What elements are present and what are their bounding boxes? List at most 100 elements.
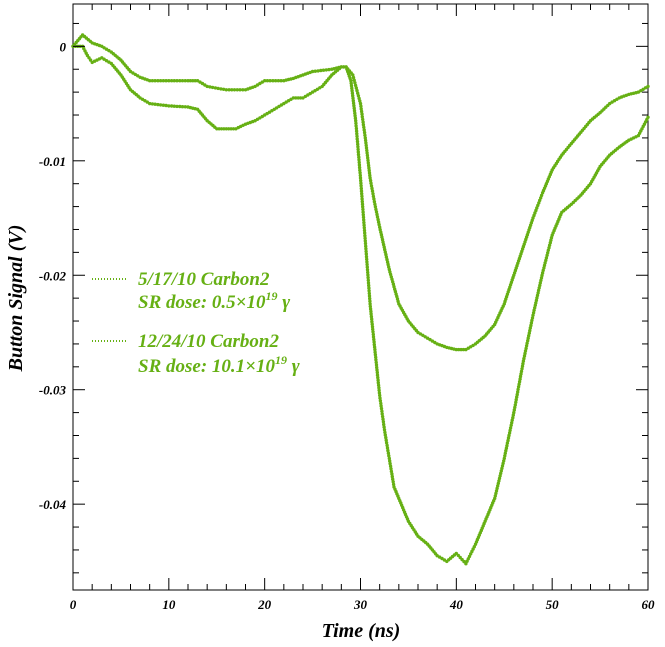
series-2-point xyxy=(357,165,362,170)
series-1-point xyxy=(241,88,245,92)
series-2-point xyxy=(355,137,359,141)
series-2-point xyxy=(365,265,369,269)
series-1-point xyxy=(357,96,361,101)
series-2-point xyxy=(371,327,375,331)
series-2-point xyxy=(360,199,364,204)
series-1-point xyxy=(363,136,367,140)
series-2-point xyxy=(524,346,528,351)
series-2-point xyxy=(528,328,532,333)
series-2-point xyxy=(291,96,296,100)
series-2-point xyxy=(219,127,224,131)
series-2-point xyxy=(358,173,362,178)
x-tick-label: 60 xyxy=(642,597,656,612)
series-2-point xyxy=(180,105,185,109)
series-1-point xyxy=(377,222,381,227)
series-1-point xyxy=(268,79,272,83)
series-2-point xyxy=(370,322,374,326)
series-1-point xyxy=(371,192,375,196)
series-2-point xyxy=(370,317,374,321)
series-1-point xyxy=(310,69,315,74)
series-2-point xyxy=(522,356,526,361)
series-2-point xyxy=(351,99,355,103)
series-2-point xyxy=(354,124,358,128)
series-1-point xyxy=(273,79,278,83)
series-1-point xyxy=(279,79,283,83)
series-2-point xyxy=(363,231,367,235)
series-2-point xyxy=(369,309,373,314)
legend: 5/17/10 Carbon2 SR dose: 0.5×1019 γ 12/2… xyxy=(92,269,300,377)
y-axis: 0 -0.01 -0.02 -0.03 -0.04 xyxy=(39,22,648,574)
series-2-point xyxy=(298,96,303,100)
series-1-point xyxy=(356,94,361,98)
series-2-point xyxy=(547,243,552,247)
series-1-point xyxy=(178,79,182,83)
y-tick-label: -0.04 xyxy=(39,497,67,512)
series-2-point xyxy=(376,383,381,387)
series-1-point xyxy=(365,151,369,155)
series-2-point xyxy=(387,456,391,461)
series-2-point xyxy=(357,160,361,165)
series-2-point xyxy=(367,286,371,290)
y-tick-label: 0 xyxy=(60,39,67,54)
series-2-point xyxy=(355,132,359,136)
series-2-point xyxy=(365,260,369,264)
series-1-point xyxy=(356,91,360,95)
series-2-point xyxy=(169,104,174,108)
series-2-point xyxy=(361,215,366,219)
series-2-point xyxy=(178,104,182,109)
series-2-point xyxy=(375,373,380,377)
series-2-point xyxy=(359,178,363,183)
series-1-point xyxy=(263,79,267,83)
series-1-point xyxy=(368,176,372,180)
series-2-point xyxy=(377,388,381,392)
series-1-point xyxy=(351,73,355,77)
series-2-point xyxy=(356,147,360,152)
series-2-point xyxy=(389,467,393,471)
series-2-point xyxy=(366,270,370,275)
series-1-point xyxy=(355,88,359,93)
series-2-point xyxy=(350,89,354,93)
series-2-point xyxy=(359,186,363,191)
series-2-point xyxy=(365,257,369,261)
series-2-point xyxy=(368,299,372,303)
series-2-point xyxy=(364,244,368,248)
series-1-point xyxy=(369,181,373,185)
legend-label-1-line1: 5/17/10 Carbon2 xyxy=(138,269,270,290)
series-2-point xyxy=(358,171,362,175)
series-2-point xyxy=(379,406,384,411)
series-2-point xyxy=(376,381,380,385)
series-1-point xyxy=(193,79,197,83)
series-2-point xyxy=(370,320,374,324)
series-1-point xyxy=(158,79,163,83)
series-2-point xyxy=(350,91,355,95)
series-1-point xyxy=(354,86,358,90)
series-1-point xyxy=(362,128,366,132)
series-1-point xyxy=(372,197,376,201)
series-2-point xyxy=(380,412,384,416)
series-1-point xyxy=(375,215,380,219)
series-2-point xyxy=(366,281,371,285)
series-1-point xyxy=(351,75,356,80)
series-2-point xyxy=(381,420,386,424)
series-2-point xyxy=(391,480,395,484)
series-2-point xyxy=(360,202,365,206)
series-1-point xyxy=(457,347,461,352)
series-2-point xyxy=(367,283,371,288)
series-1-point xyxy=(363,138,368,143)
series-2-point xyxy=(353,111,357,115)
series-2-point xyxy=(379,404,383,408)
legend-label-1-line2: SR dose: 0.5×1019 γ xyxy=(138,289,290,313)
x-tick-label: 20 xyxy=(257,597,272,612)
series-2-point xyxy=(372,345,377,349)
series-2-point xyxy=(529,323,533,328)
series-2-point xyxy=(353,114,357,118)
x-axis-title: Time (ns) xyxy=(322,620,401,642)
series-1-point xyxy=(172,79,176,83)
series-2-point xyxy=(366,278,370,282)
series-1-point xyxy=(358,101,363,106)
series-2-point xyxy=(356,145,360,149)
series-1-point xyxy=(366,161,370,165)
series-2-point xyxy=(519,369,524,374)
series-1-point xyxy=(313,69,317,73)
series-2-point xyxy=(363,234,367,238)
